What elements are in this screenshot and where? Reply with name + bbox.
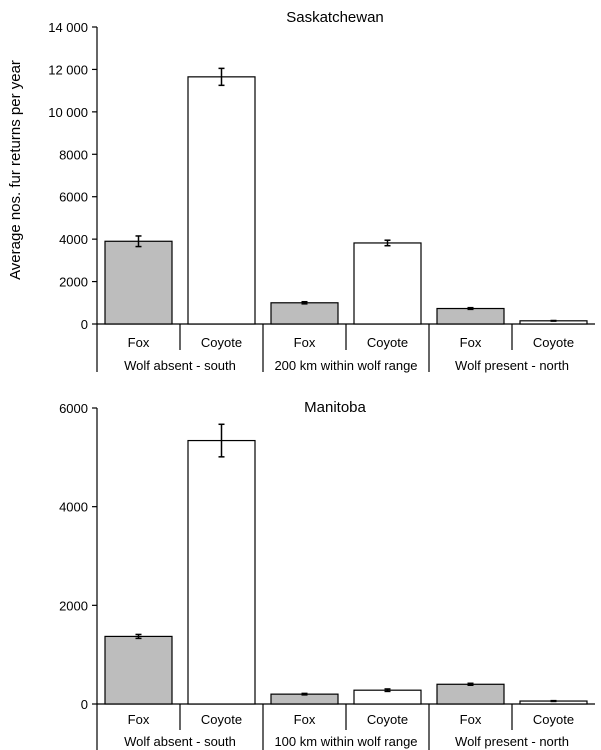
y-tick-label: 8000: [59, 147, 88, 162]
y-tick-label: 4000: [59, 500, 88, 515]
category-label: Coyote: [533, 335, 574, 350]
bar-fox: [436, 683, 505, 705]
group-label: Wolf absent - south: [124, 734, 236, 749]
bar-fox: [104, 635, 173, 705]
category-label: Fox: [128, 335, 150, 350]
y-tick-label: 6000: [59, 190, 88, 205]
category-label: Fox: [460, 335, 482, 350]
y-tick-label: 0: [81, 697, 88, 712]
y-tick-label: 2000: [59, 598, 88, 613]
manitoba-panel: Manitoba 0 2000 4000 6000 Fox Coyote Fox Coyote…: [59, 399, 595, 750]
bar-fox: [436, 307, 505, 325]
group-label: 100 km within wolf range: [274, 734, 417, 749]
bar-coyote: [353, 242, 422, 325]
category-label: Fox: [294, 712, 316, 727]
group-label: Wolf absent - south: [124, 358, 236, 373]
y-tick-label: 2000: [59, 275, 88, 290]
saskatchewan-panel: Saskatchewan 0 2000 4000 6000 8000 10 000 12 0…: [48, 9, 595, 373]
category-label: Fox: [460, 712, 482, 727]
bar-coyote: [187, 76, 256, 325]
category-label: Fox: [128, 712, 150, 727]
category-label: Coyote: [201, 712, 242, 727]
y-axis-label: Average nos. fur returns per year: [7, 60, 24, 280]
group-label: 200 km within wolf range: [274, 358, 417, 373]
bar-coyote: [353, 689, 422, 705]
y-tick-label: 12 000: [48, 62, 88, 77]
category-label: Coyote: [201, 335, 242, 350]
y-tick-label: 14 000: [48, 20, 88, 35]
bar-fox: [270, 302, 339, 325]
panel-title-manitoba: Manitoba: [304, 399, 366, 416]
category-label: Fox: [294, 335, 316, 350]
panel-title-saskatchewan: Saskatchewan: [286, 9, 384, 26]
category-label: Coyote: [367, 335, 408, 350]
y-tick-label: 10 000: [48, 105, 88, 120]
bar-fox: [104, 240, 173, 325]
y-tick-label: 6000: [59, 401, 88, 416]
category-label: Coyote: [367, 712, 408, 727]
group-label: Wolf present - north: [455, 358, 569, 373]
y-tick-label: 0: [81, 317, 88, 332]
y-tick-label: 4000: [59, 232, 88, 247]
category-label: Coyote: [533, 712, 574, 727]
bar-coyote: [187, 439, 256, 705]
group-label: Wolf present - north: [455, 734, 569, 749]
